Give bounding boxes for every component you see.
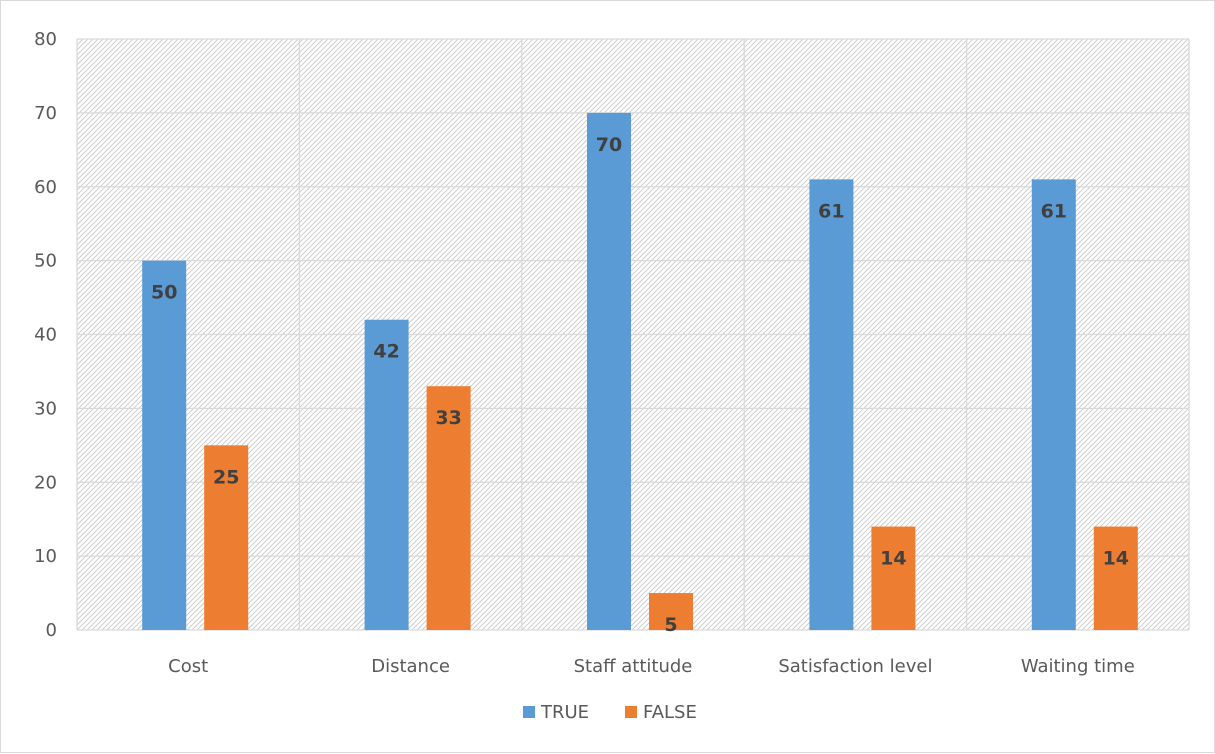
data-label: 70 xyxy=(596,134,622,156)
bar-false-distance xyxy=(426,386,471,630)
legend-swatch-true xyxy=(523,706,535,718)
data-label: 25 xyxy=(213,466,239,488)
bar-false-cost xyxy=(204,445,249,630)
y-tick-label: 60 xyxy=(34,177,57,198)
y-tick-label: 30 xyxy=(34,398,57,419)
y-tick-label: 10 xyxy=(34,546,57,567)
bar-false-staff-attitude xyxy=(649,593,693,630)
data-label: 50 xyxy=(151,282,177,304)
x-tick-label: Staff attitude xyxy=(574,656,693,677)
bar-false-waiting-time xyxy=(1093,526,1138,630)
y-tick-label: 70 xyxy=(34,103,57,124)
bar-true-distance xyxy=(364,319,409,630)
x-tick-label: Satisfaction level xyxy=(778,656,932,677)
data-label: 61 xyxy=(818,200,844,222)
bar-true-cost xyxy=(142,260,187,630)
bar-true-satisfaction-level xyxy=(809,179,854,631)
x-tick-label: Waiting time xyxy=(1021,656,1135,677)
data-label: 42 xyxy=(373,341,399,363)
x-tick-label: Distance xyxy=(371,656,450,677)
y-tick-label: 20 xyxy=(34,472,57,493)
data-label: 14 xyxy=(880,548,906,570)
legend-label-false: FALSE xyxy=(643,702,697,723)
x-tick-label: Cost xyxy=(168,656,208,677)
bar-true-waiting-time xyxy=(1031,179,1076,631)
y-tick-label: 40 xyxy=(34,325,57,346)
bar-true-staff-attitude xyxy=(587,112,631,630)
legend: TRUE FALSE xyxy=(523,702,697,723)
y-tick-label: 80 xyxy=(34,29,57,50)
legend-swatch-false xyxy=(625,706,637,718)
y-tick-label: 50 xyxy=(34,251,57,272)
legend-label-true: TRUE xyxy=(540,702,589,723)
data-label: 33 xyxy=(435,407,461,429)
data-label: 5 xyxy=(664,614,677,636)
data-label: 61 xyxy=(1041,200,1067,222)
bar-false-satisfaction-level xyxy=(871,526,916,630)
data-label: 14 xyxy=(1103,548,1129,570)
y-tick-label: 0 xyxy=(46,620,57,641)
